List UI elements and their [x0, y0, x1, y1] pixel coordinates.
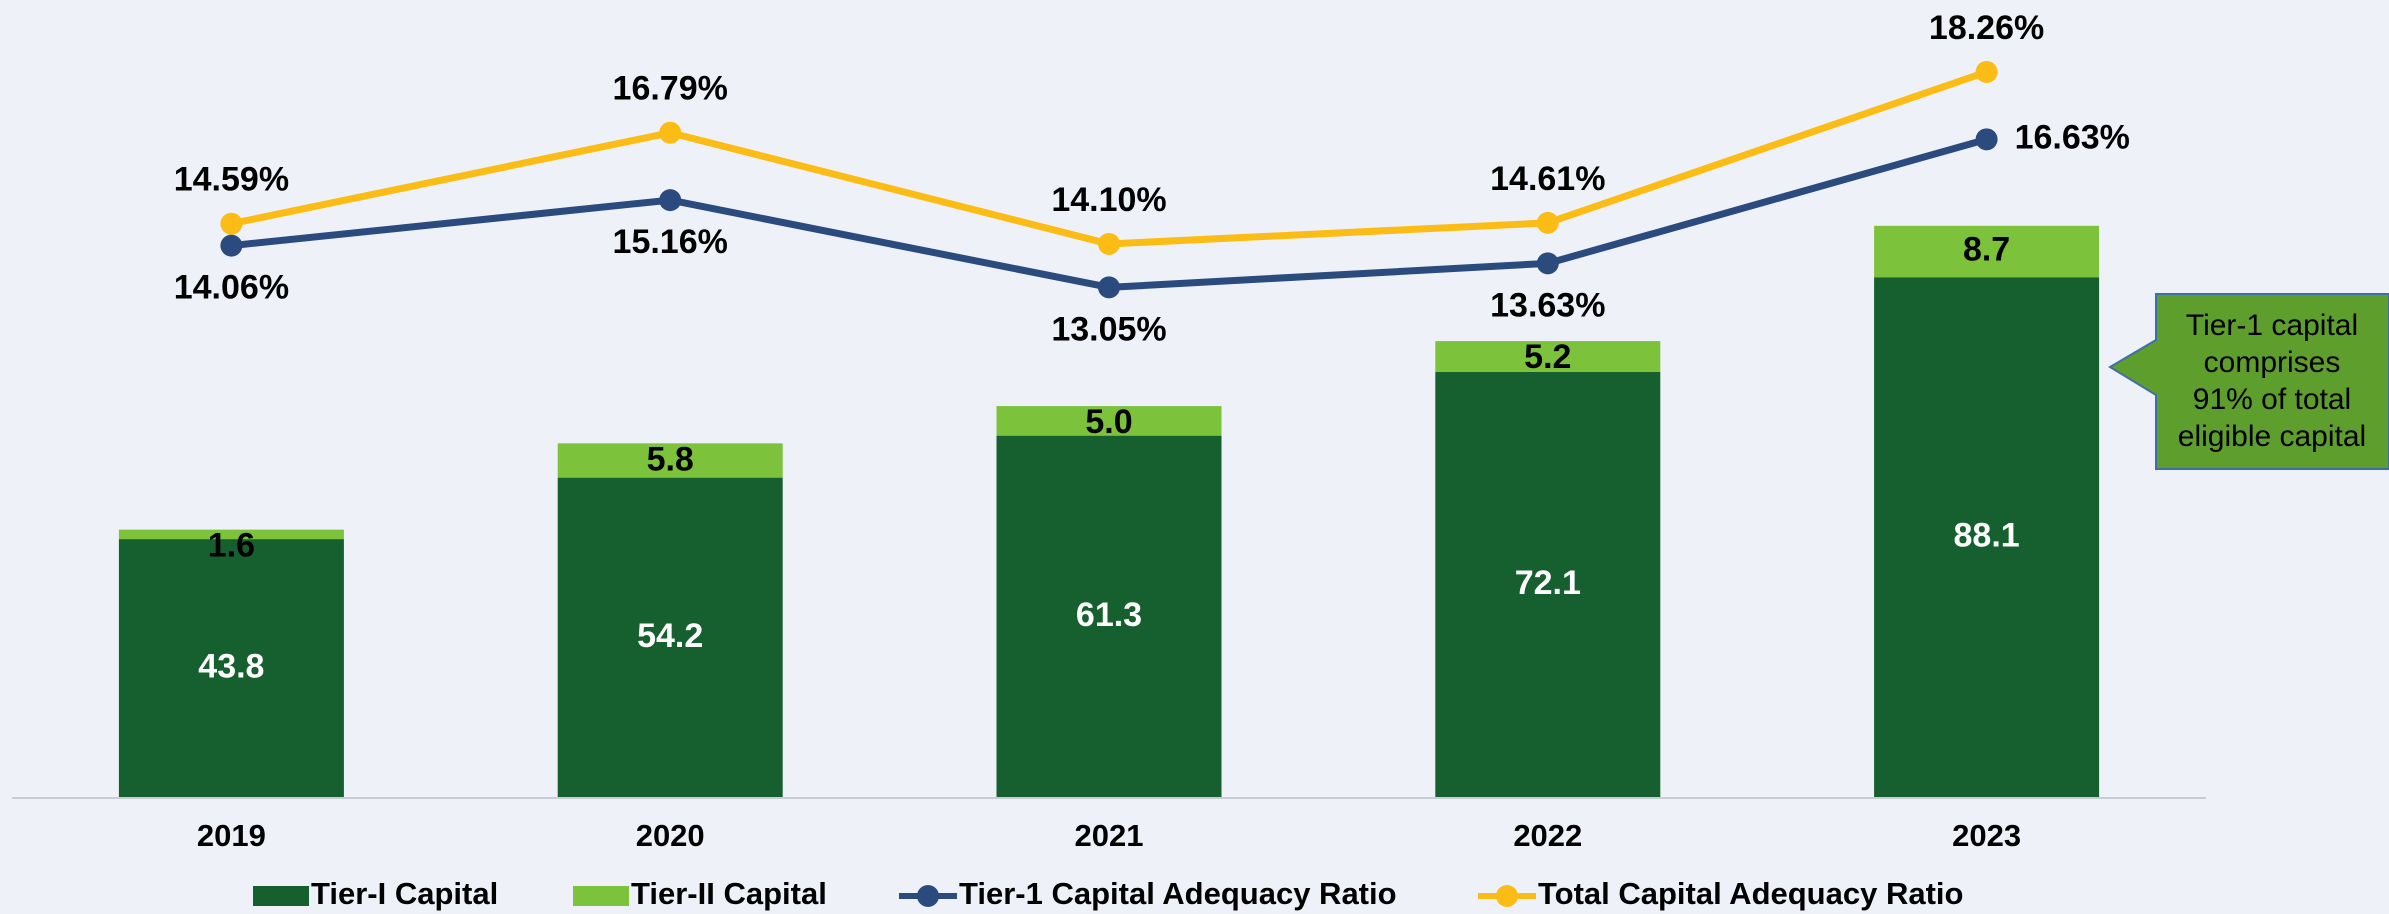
- data-label: 14.06%: [174, 269, 289, 307]
- annotation-box: [2108, 293, 2389, 470]
- data-label: 43.8: [198, 648, 264, 686]
- data-label: 61.3: [1076, 596, 1142, 634]
- data-label: 54.2: [637, 617, 703, 655]
- data-label: 14.61%: [1490, 160, 1605, 198]
- line-point: [1975, 128, 1998, 151]
- bar-segment: [1874, 225, 2100, 278]
- annotation-text: 91% of total: [2193, 383, 2351, 416]
- data-label: 8.7: [1963, 231, 2010, 269]
- annotation-text: comprises: [2204, 346, 2341, 379]
- data-label: 5.0: [1085, 403, 1132, 441]
- data-label: 16.79%: [613, 70, 728, 108]
- data-label: 88.1: [1954, 517, 2020, 555]
- annotation: Tier-1 capital comprises 91% of total eligi…: [2108, 293, 2389, 470]
- data-label: 14.10%: [1051, 181, 1166, 219]
- x-tick-label: 2021: [1075, 818, 1144, 853]
- legend-label: Tier-II Capital: [631, 876, 827, 911]
- bar-segment: [118, 529, 344, 540]
- bar-segment: [1435, 371, 1661, 798]
- legend-label: Tier-I Capital: [311, 876, 498, 911]
- data-label: 15.16%: [613, 223, 728, 261]
- annotation-text: Tier-1 capital: [2186, 309, 2358, 342]
- legend-marker: [1496, 885, 1518, 907]
- line-point: [659, 189, 682, 212]
- line-point: [1536, 252, 1559, 275]
- bar-segment: [996, 406, 1222, 436]
- bar-segment: [118, 539, 344, 798]
- x-tick-label: 2020: [636, 818, 705, 853]
- legend-swatch: [253, 886, 309, 906]
- legend-label: Tier-1 Capital Adequacy Ratio: [959, 876, 1397, 911]
- legend-swatch: [573, 886, 629, 906]
- data-label: 5.2: [1524, 338, 1571, 376]
- line-point: [1098, 276, 1120, 299]
- x-tick-label: 2022: [1513, 818, 1582, 853]
- data-label: 18.26%: [1929, 9, 2044, 47]
- data-label: 72.1: [1515, 564, 1581, 602]
- bar-segment: [1874, 277, 2100, 799]
- data-label: 13.63%: [1490, 286, 1605, 324]
- legend-marker: [917, 885, 939, 907]
- bar-segment: [557, 477, 783, 798]
- legend-label: Total Capital Adequacy Ratio: [1538, 876, 1963, 911]
- data-label: 13.05%: [1051, 310, 1166, 348]
- data-label: 14.59%: [174, 161, 289, 199]
- line-point: [220, 212, 243, 235]
- x-tick-label: 2019: [197, 818, 266, 853]
- bar-segment: [1435, 341, 1661, 372]
- line-point: [1536, 211, 1559, 234]
- line-point: [220, 234, 243, 257]
- line-point: [1098, 232, 1120, 255]
- data-label: 16.63%: [2015, 118, 2130, 156]
- line-point: [659, 121, 682, 144]
- line-point: [1975, 60, 1998, 83]
- bar-segment: [996, 435, 1222, 798]
- data-label: 5.8: [647, 440, 694, 478]
- annotation-text: eligible capital: [2178, 420, 2366, 453]
- x-tick-label: 2023: [1952, 818, 2021, 853]
- data-label: 1.6: [208, 527, 255, 565]
- bar-segment: [557, 443, 783, 478]
